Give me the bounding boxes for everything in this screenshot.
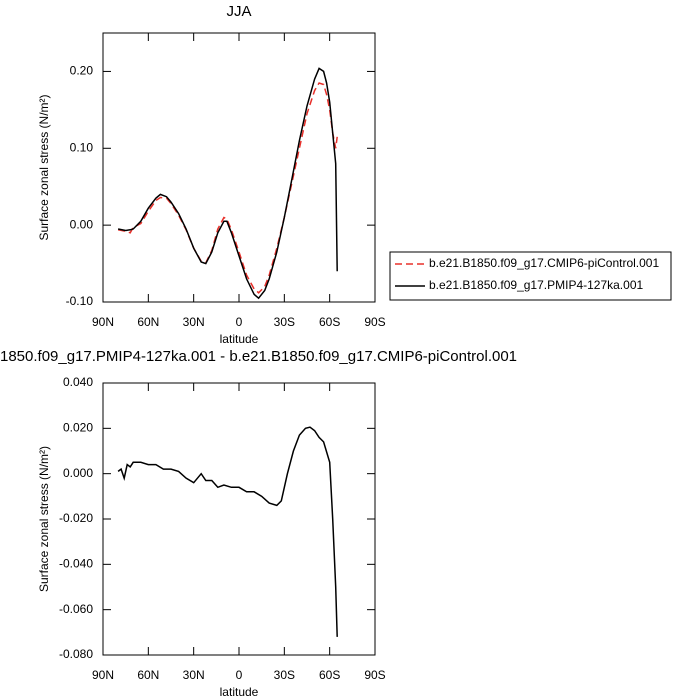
x-tick-label: 60N	[137, 668, 159, 682]
data-line	[117, 426, 338, 637]
plot-frame	[102, 32, 376, 303]
x-tick-label: 30N	[183, 315, 205, 329]
x-tick-label: 0	[236, 668, 243, 682]
y-tick-label: 0.020	[63, 421, 93, 435]
y-tick-label: 0.000	[63, 466, 93, 480]
y-tick-label: 0.00	[70, 217, 94, 231]
chart-title: JJA	[226, 3, 251, 20]
y-tick-label: -0.10	[66, 294, 94, 308]
y-tick-label: 0.20	[70, 64, 94, 78]
legend-label: b.e21.B1850.f09_g17.PMIP4-127ka.001	[429, 278, 643, 292]
x-tick-label: 30S	[274, 315, 295, 329]
x-tick-label: 30N	[183, 668, 205, 682]
plot-frame	[102, 382, 376, 656]
y-axis-label: Surface zonal stress (N/m²)	[37, 446, 51, 592]
x-tick-label: 60S	[319, 668, 340, 682]
x-tick-label: 90N	[92, 315, 114, 329]
x-axis-label: latitude	[220, 332, 259, 346]
x-tick-label: 90S	[364, 668, 385, 682]
x-tick-label: 90N	[92, 668, 114, 682]
chart-title: 1850.f09_g17.PMIP4-127ka.001 - b.e21.B18…	[0, 348, 517, 365]
y-tick-label: -0.060	[59, 602, 93, 616]
data-line	[117, 82, 338, 294]
y-tick-label: -0.080	[59, 647, 93, 661]
y-tick-label: -0.040	[59, 557, 93, 571]
x-tick-label: 60N	[137, 315, 159, 329]
x-tick-label: 90S	[364, 315, 385, 329]
data-line	[117, 67, 338, 300]
legend-label: b.e21.B1850.f09_g17.CMIP6-piControl.001	[429, 256, 659, 270]
x-axis-label: latitude	[220, 685, 259, 699]
y-tick-label: 0.10	[70, 140, 94, 154]
x-tick-label: 30S	[274, 668, 295, 682]
legend-box	[389, 251, 672, 301]
y-tick-label: -0.020	[59, 511, 93, 525]
x-tick-label: 60S	[319, 315, 340, 329]
y-tick-label: 0.040	[63, 375, 93, 389]
x-tick-label: 0	[236, 315, 243, 329]
y-axis-label: Surface zonal stress (N/m²)	[37, 94, 51, 240]
